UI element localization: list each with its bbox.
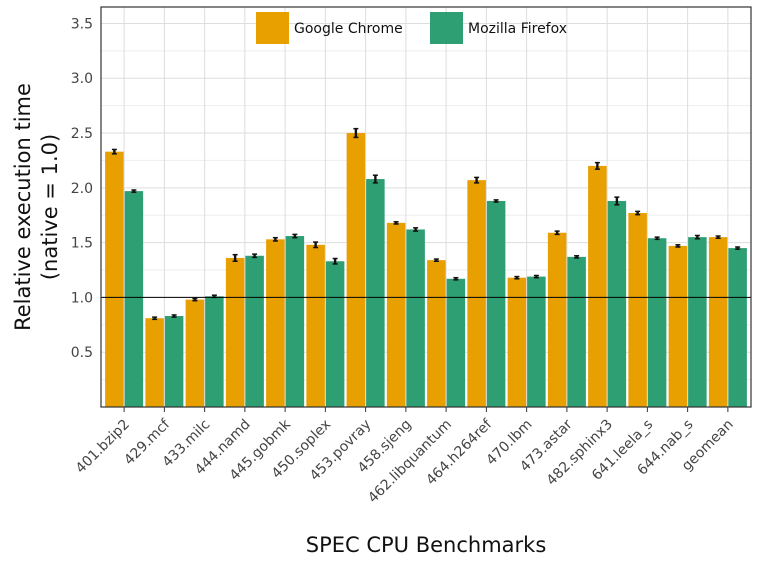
plot-frame [100, 6, 752, 408]
y-tick-label: 2.0 [71, 181, 93, 197]
bar [507, 277, 527, 407]
bar [547, 232, 567, 407]
legend-label-chrome: Google Chrome [294, 21, 403, 37]
bar [124, 191, 144, 407]
bar [325, 261, 345, 407]
legend: Google Chrome Mozilla Firefox [256, 12, 567, 44]
bar [647, 238, 667, 407]
bar [346, 133, 366, 407]
y-tick-label: 3.5 [71, 16, 93, 32]
bars [105, 133, 747, 407]
y-axis-title-line1: Relative execution time [11, 83, 35, 331]
y-tick-label: 1.0 [71, 290, 93, 306]
bar [225, 257, 245, 407]
bar [688, 237, 707, 407]
y-tick-label: 2.5 [71, 126, 93, 142]
x-tick-label: 401.bzip2 [73, 417, 133, 477]
bar [588, 165, 607, 407]
bar [467, 180, 486, 407]
legend-label-firefox: Mozilla Firefox [468, 21, 567, 37]
bar [527, 276, 546, 407]
bar [386, 222, 406, 407]
bar [145, 318, 164, 407]
x-axis-title: SPEC CPU Benchmarks [306, 533, 547, 557]
bar [446, 278, 466, 407]
y-tick-label: 1.5 [71, 236, 93, 252]
bar [366, 179, 385, 407]
bar [427, 260, 446, 407]
bar [668, 245, 688, 407]
bar [245, 255, 264, 407]
bar [285, 236, 305, 407]
x-tick-labels: 401.bzip2429.mcf433.milc444.namd445.gobm… [73, 407, 737, 506]
bar [607, 200, 627, 407]
bar [205, 296, 224, 407]
y-tick-labels: 0.5 1.0 1.5 2.0 2.5 3.0 3.5 [71, 16, 93, 361]
bar [728, 248, 747, 407]
legend-swatch-chrome [256, 12, 289, 44]
error-bars [111, 127, 741, 321]
bar [266, 239, 285, 407]
bar [628, 213, 647, 407]
y-tick-label: 3.0 [71, 71, 93, 87]
bar [406, 229, 425, 407]
bar [105, 151, 124, 407]
bar [567, 256, 586, 407]
y-tick-label: 0.5 [71, 345, 93, 361]
bar [185, 299, 205, 407]
bar [708, 237, 728, 407]
bar [306, 244, 325, 407]
legend-swatch-firefox [430, 12, 463, 44]
bar [164, 316, 184, 407]
bar [486, 200, 506, 407]
y-axis-title-line2: (native = 1.0) [38, 134, 62, 280]
